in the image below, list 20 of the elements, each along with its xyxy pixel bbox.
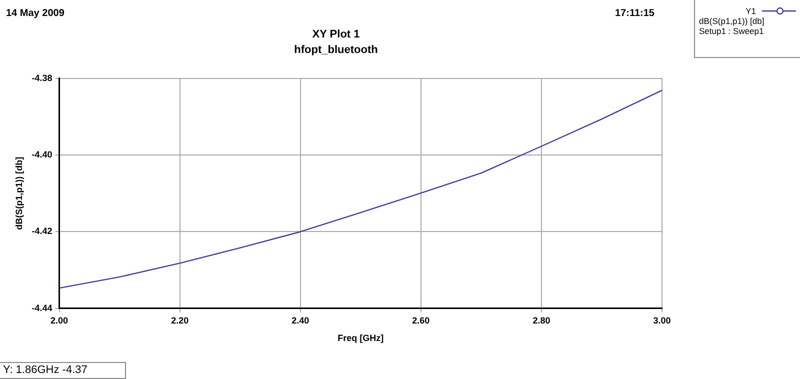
chart-title: XY Plot 1 [312,28,360,41]
y-tick-label: -4.38 [32,72,52,83]
x-tick-label: 2.00 [50,315,68,326]
y-tick-label: -4.42 [32,226,52,236]
text: dB(S(p1,p1)) [db] [699,16,766,26]
chart-subtitle: hfopt_bluetooth [294,44,378,56]
y-tick-label: -4.44 [32,302,52,313]
text: 14 May 2009 [6,8,64,19]
legend-title: Y1 [746,6,756,16]
text: Setup1 : Sweep1 [699,26,765,36]
x-axis-title: Freq [GHz] [338,333,384,344]
text: 17:11:15 [615,8,654,19]
x-tick-label: 2.80 [532,315,550,326]
text: Y: 1.86GHz -4.37 [0,362,126,379]
y-tick-label: -4.40 [32,150,52,160]
x-tick-label: 2.60 [412,315,430,326]
x-tick-label: 3.00 [653,315,671,326]
y-axis-title: dB(S(p1,p1)) [db] [14,156,24,230]
x-tick-label: 2.40 [292,315,310,326]
x-tick-label: 2.20 [171,315,189,326]
